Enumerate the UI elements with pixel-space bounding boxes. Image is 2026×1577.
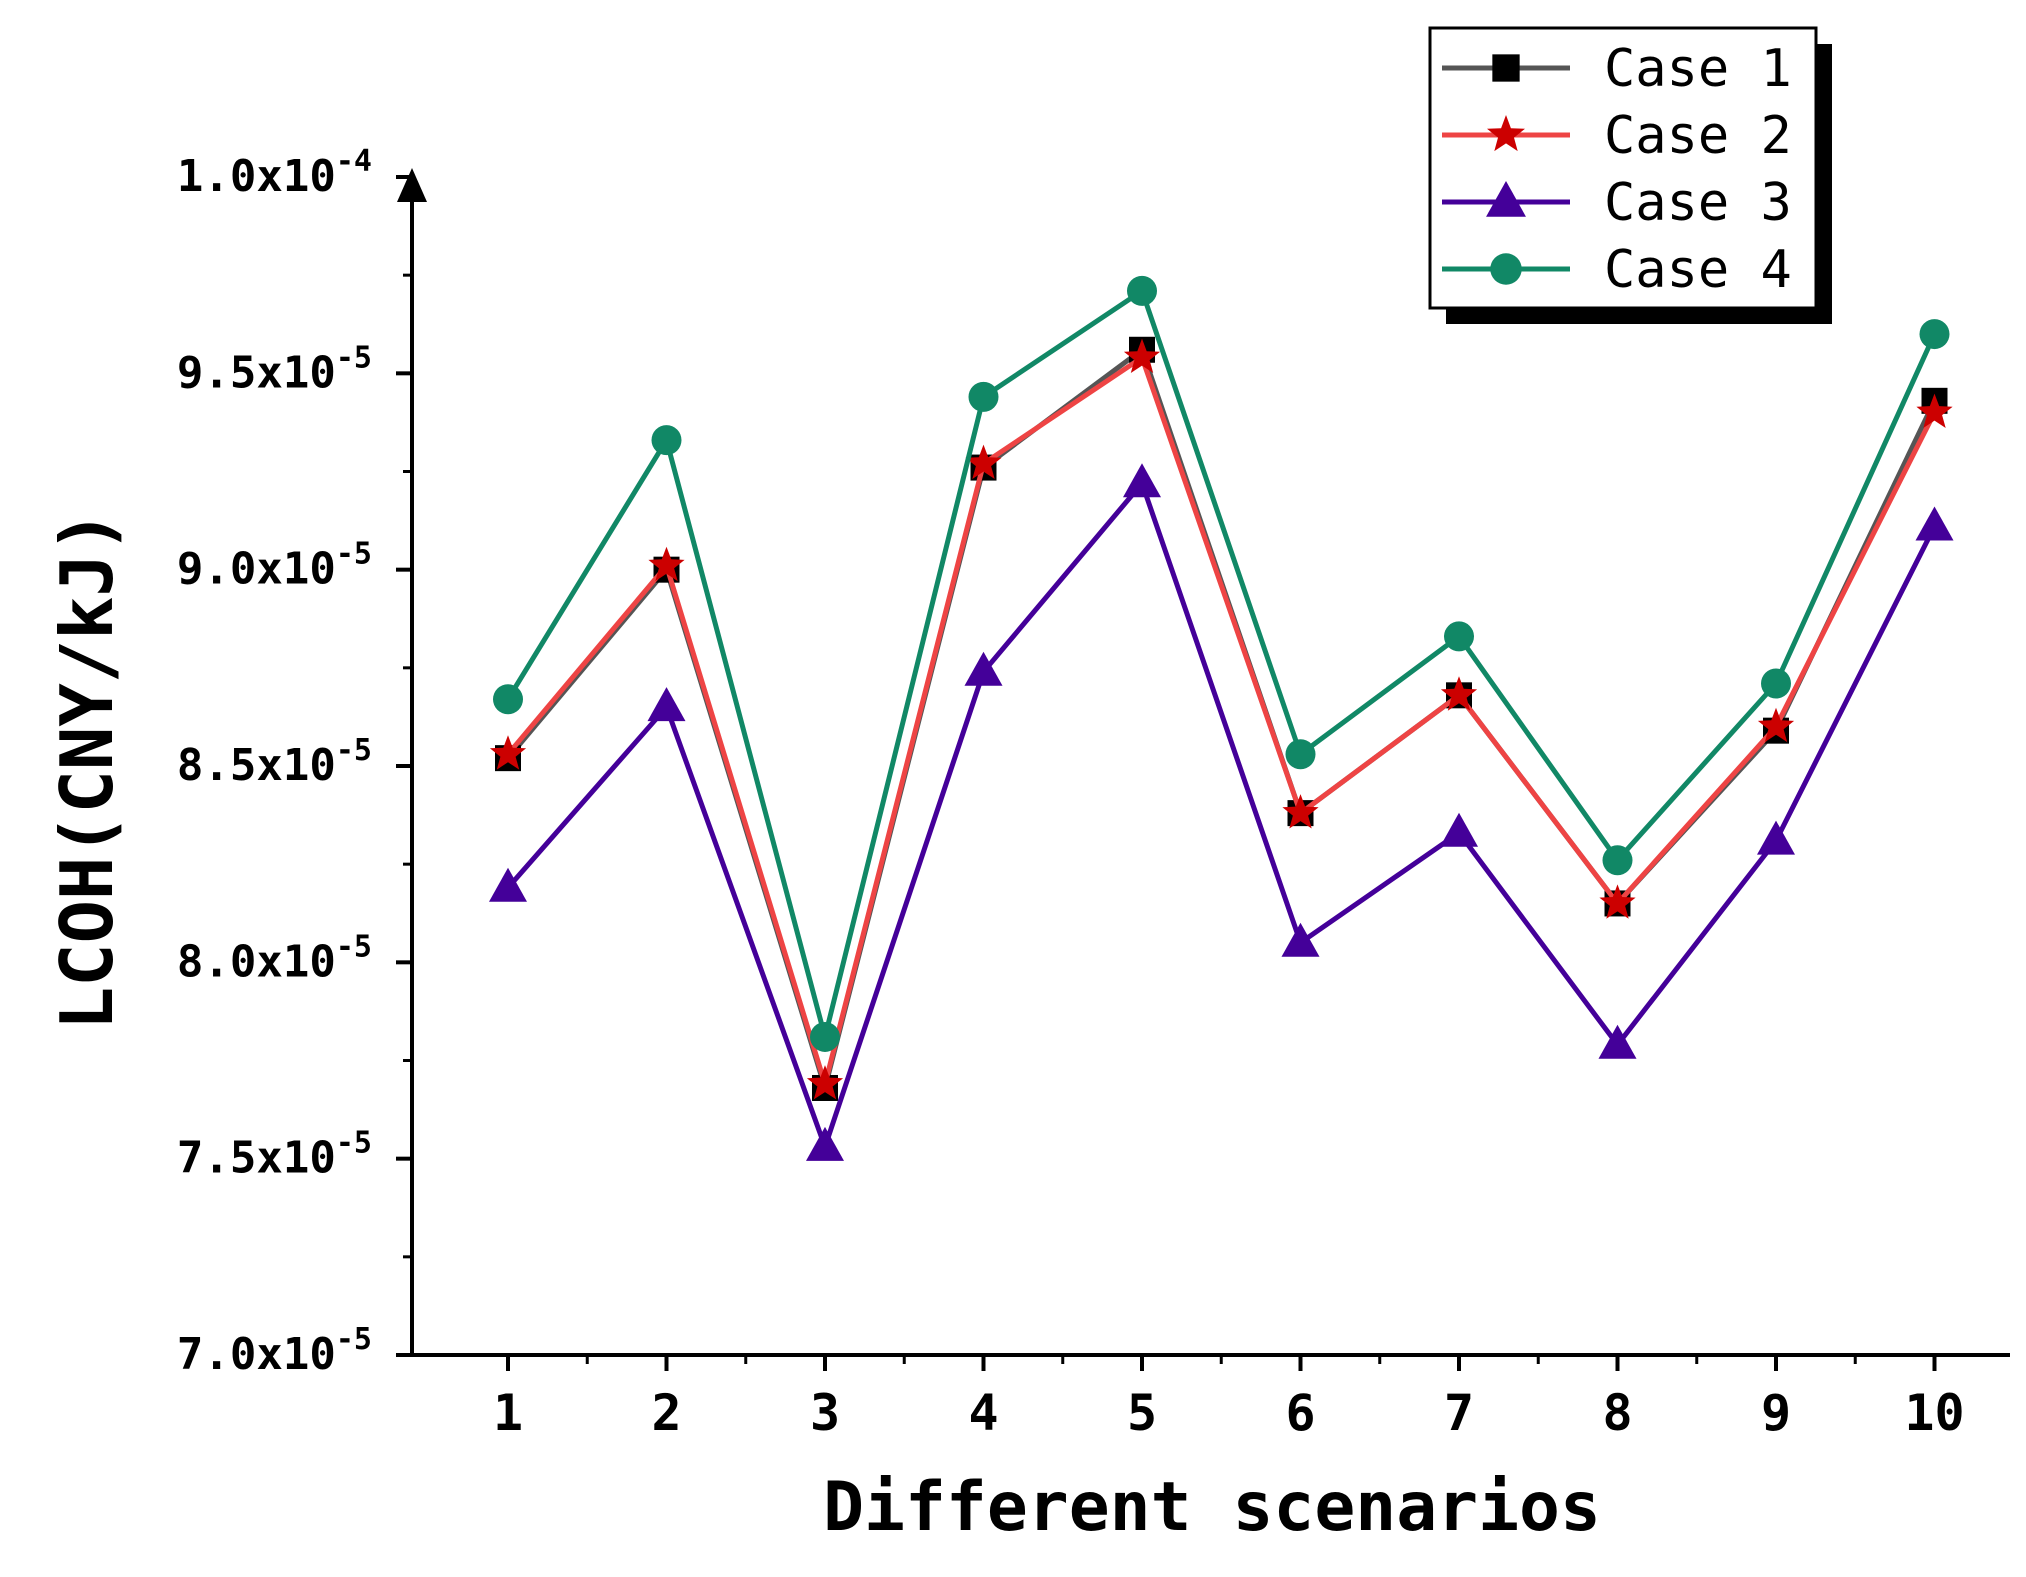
marker-triangle: [806, 1126, 844, 1161]
marker-star: [1916, 393, 1953, 428]
marker-circle: [651, 425, 682, 456]
series-case-4: [493, 275, 1950, 1052]
legend-label: Case 4: [1604, 240, 1792, 300]
legend-entry: Case 2: [1442, 106, 1792, 166]
marker-triangle: [647, 687, 686, 722]
series-line: [506, 355, 1937, 1087]
legend-label: Case 1: [1604, 39, 1792, 99]
marker-circle: [1602, 845, 1633, 876]
x-axis-title: Different scenarios: [823, 1468, 1601, 1547]
marker-triangle: [964, 651, 1003, 686]
x-tick-label: 7: [1444, 1384, 1474, 1442]
marker-circle: [1919, 319, 1950, 350]
legend-entry: Case 4: [1442, 240, 1792, 300]
x-tick-label: 4: [968, 1384, 998, 1442]
legend: Case 1 Case 2 Case 3 Case 4: [1428, 26, 1832, 324]
x-tick-label: 8: [1602, 1384, 1632, 1442]
x-tick-label: 1: [493, 1384, 523, 1442]
marker-circle: [1285, 739, 1316, 770]
series-case-3: [489, 463, 1954, 1161]
x-tick-label: 5: [1127, 1384, 1157, 1442]
series-line: [506, 480, 1937, 1150]
marker-circle: [968, 381, 999, 412]
marker-circle: [810, 1021, 840, 1052]
y-tick-label: 1.0x10-4: [177, 144, 372, 202]
y-axis-ticks: 7.0x10-5 7.5x10-5 8.0x10-5 8.5x10-5 9.0x10-5…: [177, 144, 412, 1380]
marker-triangle: [1440, 812, 1478, 847]
marker-circle: [493, 684, 523, 715]
y-axis-title: LCOH(CNY/kJ): [45, 510, 129, 1030]
marker-star: [648, 546, 685, 582]
legend-entry: Case 3: [1442, 173, 1792, 233]
marker-star: [806, 1065, 844, 1100]
y-tick-label: 9.5x10-5: [177, 340, 372, 398]
marker-circle: [1127, 275, 1157, 306]
x-tick-label: 2: [651, 1384, 681, 1442]
y-axis-arrow: [397, 168, 427, 202]
y-tick-label: 9.0x10-5: [177, 537, 372, 595]
marker-circle: [1761, 668, 1791, 699]
series-layer: [489, 275, 1954, 1161]
x-tick-label: 10: [1904, 1384, 1964, 1442]
marker-star: [1487, 115, 1525, 152]
series-line: [505, 288, 1937, 1040]
axes: [397, 168, 2010, 1357]
y-tick-label: 8.0x10-5: [177, 929, 372, 987]
x-tick-label: 9: [1761, 1384, 1791, 1442]
y-tick-label: 7.5x10-5: [177, 1126, 372, 1184]
marker-star: [1123, 338, 1161, 373]
x-tick-label: 3: [810, 1384, 840, 1442]
series-case-2: [489, 338, 1953, 1100]
marker-circle: [1490, 253, 1522, 285]
marker-triangle: [489, 867, 527, 902]
marker-circle: [1444, 621, 1474, 652]
legend-label: Case 3: [1604, 173, 1792, 233]
x-tick-label: 6: [1285, 1384, 1315, 1442]
legend-entry: Case 1: [1442, 39, 1792, 99]
marker-star: [965, 444, 1002, 479]
marker-triangle: [1757, 820, 1795, 855]
legend-label: Case 2: [1604, 106, 1792, 166]
y-tick-label: 8.5x10-5: [177, 733, 372, 791]
marker-star: [1757, 707, 1795, 743]
marker-triangle: [1281, 922, 1320, 957]
marker-square: [1492, 54, 1520, 82]
marker-triangle: [1598, 1024, 1637, 1059]
marker-triangle: [1123, 463, 1161, 498]
y-tick-label: 7.0x10-5: [177, 1322, 372, 1380]
marker-star: [1599, 884, 1636, 919]
marker-star: [1282, 794, 1319, 829]
marker-star: [489, 735, 527, 770]
x-axis-ticks: 1 2 3 4 5 6 7 8 9 10: [493, 1355, 1965, 1442]
marker-triangle: [1915, 506, 1954, 541]
marker-triangle: [1486, 181, 1526, 217]
marker-star: [1440, 676, 1478, 711]
